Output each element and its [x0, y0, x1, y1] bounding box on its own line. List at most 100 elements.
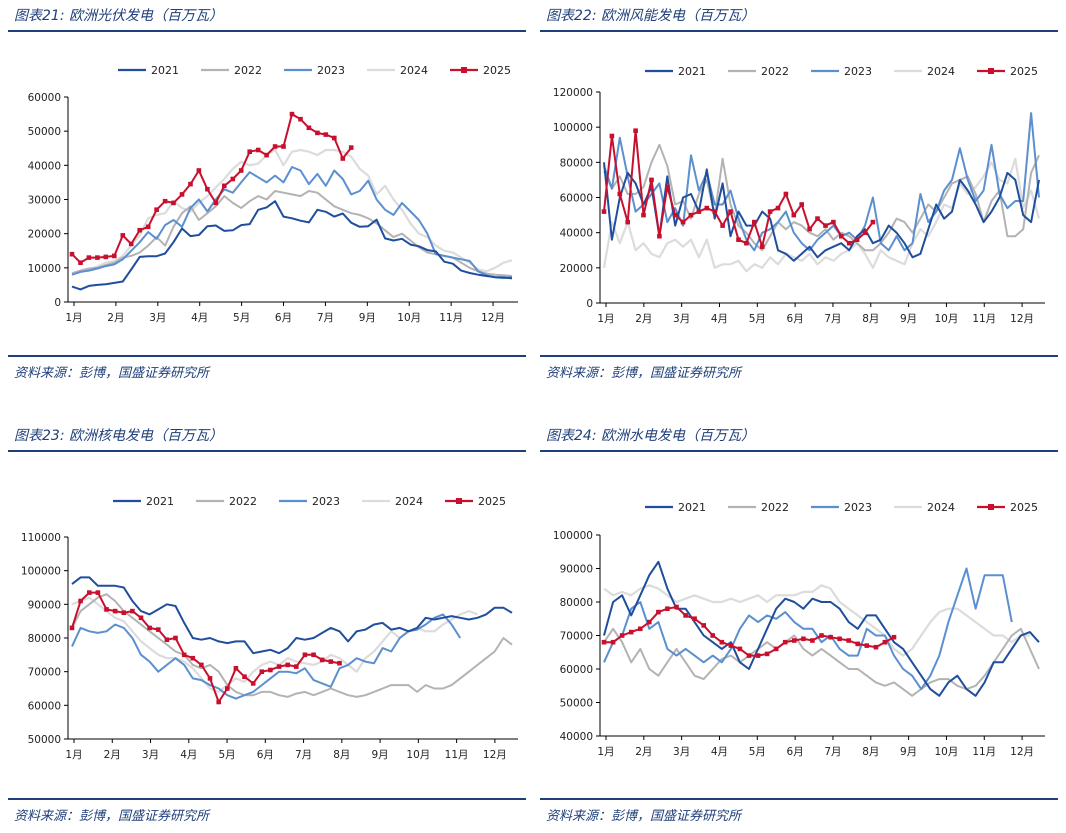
- x-tick-label: 10月: [406, 749, 430, 761]
- legend-item-2024: 2024: [894, 65, 955, 78]
- x-tick-label: 2月: [635, 313, 652, 325]
- x-tick-label: 7月: [317, 312, 334, 324]
- series-line-2023: [603, 112, 1040, 252]
- y-tick-label: 60000: [560, 193, 593, 205]
- chart-title: 图表22: 欧洲风能发电（百万瓦）: [546, 8, 755, 24]
- data-point: [86, 255, 92, 260]
- x-tick-label: 6月: [787, 313, 804, 325]
- legend-label: 2023: [317, 64, 345, 77]
- x-tick-label: 10月: [397, 312, 421, 324]
- data-point: [213, 200, 219, 206]
- y-tick-label: 100000: [553, 530, 593, 542]
- chart-title: 图表24: 欧洲水电发电（百万瓦）: [546, 428, 755, 444]
- y-tick-label: 70000: [28, 667, 61, 679]
- series-line-2025: [603, 129, 874, 248]
- data-point: [846, 240, 852, 246]
- legend-item-2023: 2023: [279, 495, 340, 508]
- legend-item-2022: 2022: [196, 495, 257, 508]
- legend-label: 2025: [478, 495, 506, 508]
- source-rule: [540, 355, 1058, 357]
- data-point: [233, 666, 239, 671]
- data-point: [276, 664, 282, 669]
- x-tick-label: 3月: [149, 312, 166, 324]
- y-tick-label: 80000: [560, 157, 593, 169]
- data-point: [199, 662, 204, 668]
- series-line-2025: [71, 113, 352, 264]
- legend-item-2022: 2022: [728, 65, 789, 78]
- data-point: [773, 646, 779, 652]
- data-point: [130, 608, 135, 614]
- y-tick-label: 80000: [28, 633, 61, 645]
- data-point: [744, 240, 749, 246]
- y-tick-label: 40000: [560, 228, 593, 240]
- x-tick-label: 3月: [673, 313, 690, 325]
- x-tick-label: 6月: [787, 746, 804, 758]
- legend-item-2024: 2024: [362, 495, 423, 508]
- x-tick-label: 7月: [824, 313, 841, 325]
- legend: 2021 2022 2023 2024 2025: [118, 64, 511, 77]
- legend-marker: [988, 504, 994, 510]
- legend-label: 2023: [844, 65, 872, 78]
- x-tick-label: 5月: [749, 313, 766, 325]
- data-point: [665, 184, 670, 190]
- source-note: 资料来源：彭博，国盛证券研究所: [546, 366, 742, 381]
- data-point: [138, 615, 144, 621]
- data-point: [649, 177, 654, 183]
- x-tick-label: 1月: [597, 313, 614, 325]
- y-tick-label: 0: [54, 297, 61, 309]
- x-tick-label: 1月: [65, 749, 82, 761]
- chart-title: 图表23: 欧洲核电发电（百万瓦）: [14, 428, 223, 444]
- data-point: [268, 667, 273, 673]
- data-point: [225, 686, 230, 691]
- data-point: [259, 669, 265, 674]
- y-tick-label: 0: [586, 298, 593, 310]
- x-tick-label: 5月: [218, 749, 235, 761]
- x-tick-label: 12月: [481, 312, 505, 324]
- source-note: 资料来源：彭博，国盛证券研究所: [546, 809, 742, 824]
- data-point: [683, 613, 688, 618]
- data-point: [78, 260, 83, 265]
- series-2021: [603, 560, 1040, 697]
- data-point: [171, 200, 176, 206]
- data-point: [154, 207, 159, 212]
- data-point: [854, 237, 860, 242]
- y-tick-label: 100000: [553, 122, 593, 134]
- x-tick-label: 4月: [180, 749, 197, 761]
- nuclear-chart: 2021 2022 2023 2024 2025 50000 60000 70000 80000…: [21, 495, 518, 761]
- data-point: [619, 633, 625, 638]
- data-point: [348, 145, 354, 150]
- legend-label: 2022: [234, 64, 262, 77]
- data-point: [647, 619, 652, 625]
- series-2022: [603, 627, 1040, 697]
- data-point: [162, 198, 168, 204]
- series-line-2021: [71, 200, 513, 291]
- data-point: [289, 111, 295, 117]
- data-point: [674, 604, 679, 610]
- data-point: [207, 676, 213, 681]
- axes: 50000 60000 70000 80000 90000 100000 110000 1月 2…: [21, 532, 518, 761]
- chart-title: 图表21: 欧洲光伏发电（百万瓦）: [14, 8, 223, 24]
- data-point: [242, 674, 247, 679]
- data-point: [250, 681, 256, 686]
- legend-item-2021: 2021: [113, 495, 174, 508]
- data-point: [870, 219, 876, 225]
- series-2025: [601, 128, 876, 249]
- data-point: [247, 149, 252, 154]
- x-tick-label: 3月: [673, 746, 690, 758]
- series-line-2025: [604, 606, 895, 657]
- series-line-2024: [71, 148, 513, 276]
- data-point: [264, 152, 269, 158]
- data-point: [625, 219, 630, 225]
- title-rule: [540, 30, 1058, 32]
- legend-label: 2022: [229, 495, 257, 508]
- data-point: [87, 590, 92, 595]
- series-2021: [71, 200, 513, 291]
- data-point: [601, 209, 607, 214]
- data-point: [311, 652, 316, 658]
- series-line-2024: [603, 584, 1030, 657]
- series-line-2021: [603, 162, 1040, 262]
- x-tick-label: 8月: [333, 749, 350, 761]
- data-point: [828, 634, 833, 640]
- legend-item-2023: 2023: [284, 64, 345, 77]
- data-point: [665, 606, 670, 611]
